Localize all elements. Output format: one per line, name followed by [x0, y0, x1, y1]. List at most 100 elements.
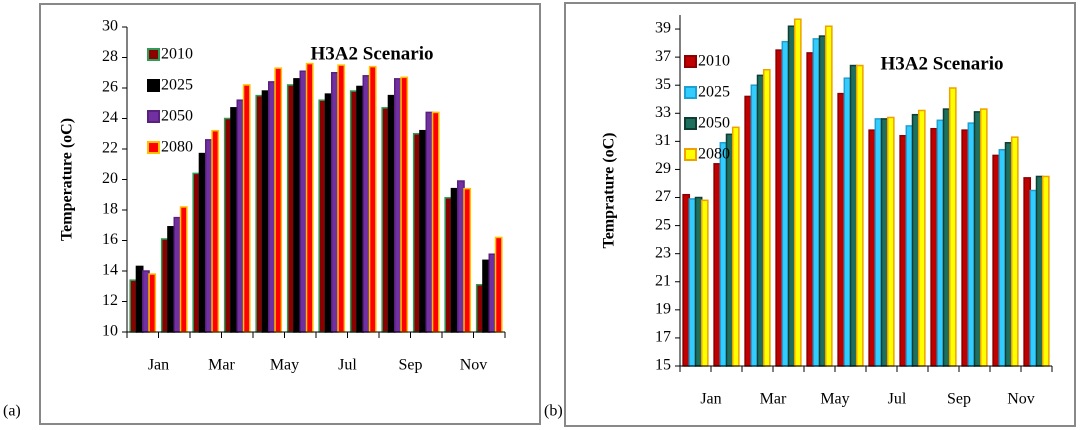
legend-marker: [147, 48, 160, 61]
bar: [255, 94, 264, 333]
bar: [160, 238, 169, 333]
bar: [1004, 142, 1013, 367]
y-tick-label: 25: [655, 216, 671, 233]
bar: [793, 18, 802, 367]
x-tick-label: Jan: [700, 391, 721, 408]
y-tick-label: 31: [655, 132, 671, 149]
bar: [394, 78, 402, 333]
bar: [400, 76, 409, 333]
legend-label: 2080: [161, 139, 193, 156]
x-tick-label: Mar: [760, 391, 787, 408]
bar: [787, 25, 796, 367]
x-tick-label: Mar: [208, 357, 235, 374]
legend-label: 2050: [698, 115, 730, 132]
y-tick-label: 39: [655, 20, 671, 37]
legend-label: 2010: [161, 46, 193, 63]
legend-marker: [147, 110, 160, 123]
bar: [135, 265, 144, 333]
y-tick-label: 26: [102, 79, 118, 96]
y-tick-label: 30: [102, 18, 118, 35]
bar: [880, 118, 889, 367]
legend-marker: [147, 79, 160, 92]
bar: [261, 90, 270, 333]
bar: [362, 75, 371, 333]
bar: [731, 126, 740, 367]
bar: [381, 107, 390, 333]
bar: [694, 196, 703, 367]
bar: [967, 122, 976, 367]
bar: [463, 187, 472, 333]
bar: [211, 129, 220, 333]
bar: [843, 77, 852, 367]
bar: [475, 283, 484, 333]
bar: [973, 111, 982, 367]
bar: [318, 99, 327, 333]
bar: [992, 154, 1001, 367]
x-tick-label: Jul: [888, 391, 907, 408]
bar: [198, 152, 207, 333]
bar: [762, 69, 771, 367]
bar: [419, 129, 428, 333]
bar: [700, 199, 709, 367]
x-tick-label: Jan: [148, 357, 169, 374]
x-tick-label: May: [270, 357, 299, 374]
bar: [874, 118, 883, 367]
bar: [431, 111, 440, 333]
bar: [192, 172, 201, 333]
bar: [179, 206, 188, 333]
bar: [942, 108, 951, 367]
bar: [961, 129, 970, 367]
panel-label: (a): [3, 403, 21, 420]
bar: [948, 87, 957, 367]
panel-frame: [39, 3, 541, 425]
bar: [744, 95, 753, 367]
bar: [911, 113, 920, 367]
y-tick-label: 15: [655, 357, 671, 374]
bar: [818, 35, 827, 367]
bar: [824, 25, 833, 367]
y-tick-label: 16: [102, 231, 118, 248]
bar: [387, 94, 396, 333]
bar: [450, 187, 459, 333]
bar: [781, 40, 790, 367]
bar: [230, 107, 238, 333]
bar: [930, 127, 939, 367]
bar: [725, 133, 734, 367]
bar: [236, 99, 245, 333]
bar: [806, 52, 815, 367]
bar: [979, 108, 988, 367]
bar: [324, 93, 333, 333]
bar: [482, 259, 491, 333]
legend-marker: [147, 141, 160, 154]
y-tick-label: 28: [102, 48, 118, 65]
y-tick-label: 14: [102, 262, 118, 279]
y-tick-label: 18: [102, 201, 118, 218]
bar: [998, 149, 1007, 367]
bar: [299, 70, 308, 333]
y-tick-label: 10: [102, 323, 118, 340]
bar: [1010, 136, 1019, 367]
bar: [173, 216, 182, 333]
legend-label: 2025: [161, 77, 193, 94]
bar: [713, 163, 722, 367]
y-tick-label: 24: [102, 109, 118, 126]
y-tick-label: 35: [655, 76, 671, 93]
bar: [444, 197, 453, 333]
bar: [868, 129, 877, 367]
y-axis-label: Temprature (oC): [601, 133, 618, 249]
bar: [242, 84, 251, 333]
bar: [356, 85, 365, 333]
y-tick-label: 17: [655, 329, 671, 346]
bar: [494, 236, 503, 333]
panel-label: (b): [544, 403, 563, 420]
bar: [855, 64, 864, 367]
bar: [349, 90, 358, 333]
bar: [1035, 175, 1044, 367]
bar: [205, 139, 213, 333]
legend-label: 2025: [698, 84, 730, 101]
y-tick-label: 23: [655, 244, 671, 261]
bar: [1029, 189, 1038, 367]
chart-title: H3A2 Scenario: [881, 53, 1004, 74]
bar: [368, 65, 377, 333]
